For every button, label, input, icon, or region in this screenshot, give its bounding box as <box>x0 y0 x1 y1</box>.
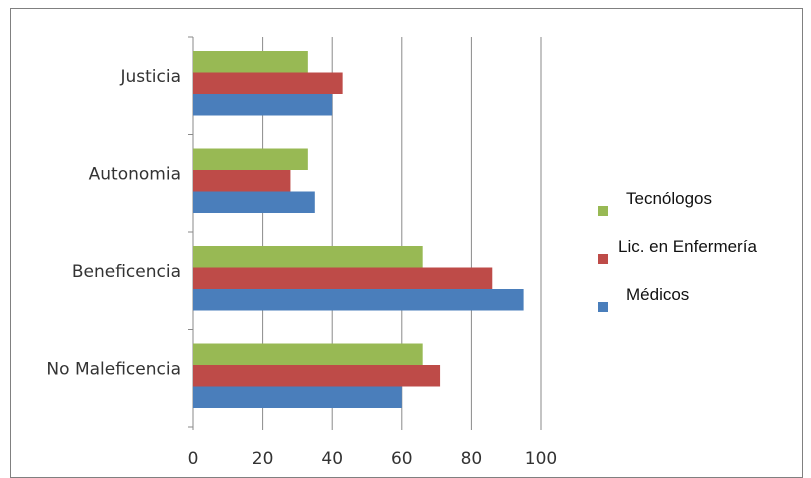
bar-tecnologos-beneficencia <box>193 246 423 268</box>
bar-tecnologos-autonomia <box>193 148 308 170</box>
chart-frame <box>10 8 803 478</box>
bar-lic-en-enfermeria-autonomia <box>193 170 291 192</box>
bar-medicos-autonomia <box>193 191 315 213</box>
bar-lic-en-enfermeria-no-maleficencia <box>193 365 441 387</box>
x-tick-label: 0 <box>188 449 199 464</box>
bar-medicos-beneficencia <box>193 289 524 311</box>
legend-label-lic-en-enfermeria: Lic. en Enfermería <box>618 237 757 256</box>
x-tick-label: 100 <box>525 449 557 464</box>
category-label: Justicia <box>119 67 181 87</box>
category-label: No Maleficencia <box>46 359 181 379</box>
legend-swatch-tecnologos <box>598 206 608 216</box>
x-tick-label: 20 <box>252 449 274 464</box>
bar-tecnologos-no-maleficencia <box>193 343 423 365</box>
bar-lic-en-enfermeria-justicia <box>193 72 343 94</box>
bar-tecnologos-justicia <box>193 51 308 73</box>
x-tick-label: 40 <box>321 449 343 464</box>
bar-medicos-justicia <box>193 94 333 116</box>
category-label: Autonomia <box>89 164 181 184</box>
bar-chart: 0 20 40 60 80 100 No Maleficencia Beneficencia A… <box>46 36 757 464</box>
bar-medicos-no-maleficencia <box>193 386 402 408</box>
legend-label-tecnologos: Tecnólogos <box>626 189 712 208</box>
legend-swatch-medicos <box>598 302 608 312</box>
bar-lic-en-enfermeria-beneficencia <box>193 267 493 289</box>
x-tick-label: 80 <box>461 449 483 464</box>
category-label: Beneficencia <box>72 262 181 282</box>
x-tick-label: 60 <box>391 449 413 464</box>
legend-label-medicos: Médicos <box>626 285 689 304</box>
legend-swatch-lic-en-enfermeria <box>598 254 608 264</box>
